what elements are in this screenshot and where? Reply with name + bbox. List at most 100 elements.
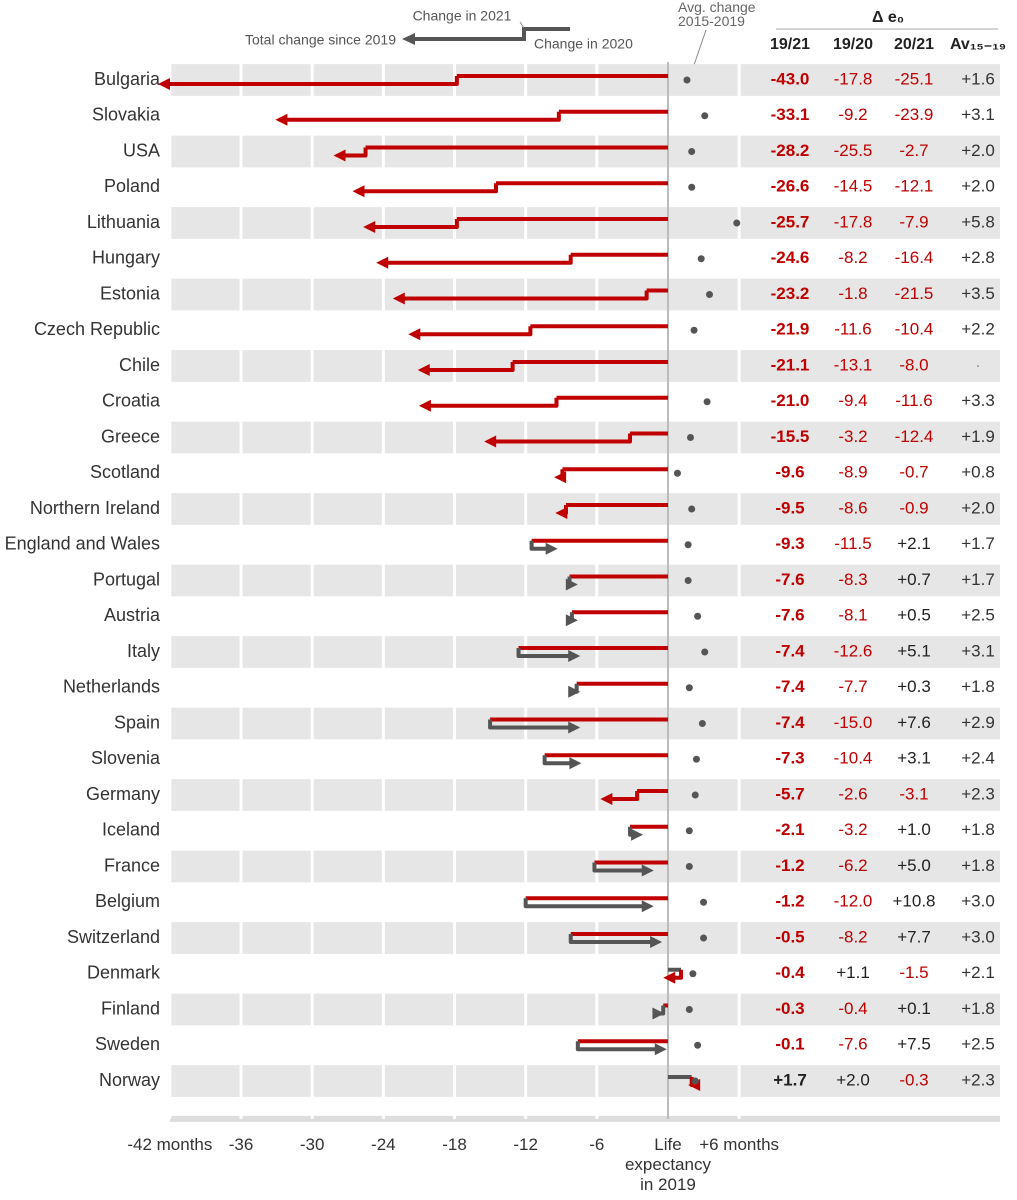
total-arrowhead xyxy=(352,185,365,198)
avg-dot xyxy=(703,398,711,406)
row-band xyxy=(170,64,1000,96)
total-arrowhead xyxy=(565,614,578,627)
table-cell: -2.1 xyxy=(775,820,804,839)
row-label: Sweden xyxy=(95,1034,160,1054)
table-cell: -1.8 xyxy=(838,284,867,303)
table-cell: -7.6 xyxy=(775,606,804,625)
row-band xyxy=(170,779,1000,811)
x-tick-label: Life expectancy in 2019 xyxy=(624,1134,711,1194)
change-2021 xyxy=(283,111,561,122)
table-cell: +2.3 xyxy=(961,1070,995,1089)
avg-dot xyxy=(700,934,708,942)
table-cell: +7.6 xyxy=(897,713,931,732)
row-label: Austria xyxy=(104,605,161,625)
row-band xyxy=(170,421,1000,454)
change-2021 xyxy=(568,934,655,944)
change-2021 xyxy=(425,362,515,372)
table-cell: +2.1 xyxy=(897,534,931,553)
table-cell: +1.9 xyxy=(961,427,995,446)
total-arrowhead xyxy=(569,757,582,770)
table-cell: +3.1 xyxy=(961,105,995,124)
table-cell: -17.8 xyxy=(834,69,873,88)
table-cell: -0.7 xyxy=(899,463,928,482)
table-cell: -12.6 xyxy=(834,641,873,660)
table-cell: +1.8 xyxy=(961,856,995,875)
table-cell: +1.8 xyxy=(961,677,995,696)
column-header: Av₁₅₋₁₉ xyxy=(950,36,1006,53)
table-cell: +2.2 xyxy=(961,320,995,339)
avg-dot xyxy=(685,684,693,692)
table-cell: -8.0 xyxy=(899,355,928,374)
table-cell: -0.9 xyxy=(899,498,928,517)
table-cell: +7.5 xyxy=(897,1035,931,1054)
table-cell: -14.5 xyxy=(834,177,873,196)
total-arrowhead xyxy=(392,292,405,305)
row-label: Belgium xyxy=(95,891,160,911)
avg-dot xyxy=(705,291,713,298)
table-cell: +2.0 xyxy=(961,177,995,196)
row-band xyxy=(170,922,1000,954)
table-cell: -43.0 xyxy=(771,69,810,88)
table-cell: -7.4 xyxy=(775,713,805,732)
table-cell: -13.1 xyxy=(834,355,873,374)
change-2021 xyxy=(166,76,459,86)
avg-dot xyxy=(691,1077,699,1085)
table-cell: +0.5 xyxy=(897,606,931,625)
avg-dot xyxy=(694,612,702,620)
change-2021 xyxy=(516,648,573,658)
change-2021 xyxy=(575,1041,659,1052)
table-cell: -21.5 xyxy=(895,284,934,303)
change-2021 xyxy=(492,433,633,444)
row-label: Bulgaria xyxy=(94,69,161,89)
table-cell: +2.8 xyxy=(961,248,995,267)
row-label: Hungary xyxy=(92,248,160,268)
table-cell: +1.0 xyxy=(897,820,931,839)
total-arrowhead xyxy=(568,685,581,698)
row-band xyxy=(170,636,1000,668)
avg-dot xyxy=(701,112,709,120)
table-cell: -9.3 xyxy=(775,534,804,553)
avg-dot xyxy=(683,76,691,84)
total-arrowhead xyxy=(417,364,430,376)
legend-label: Change in 2021 xyxy=(413,8,512,24)
avg-dot xyxy=(688,148,696,155)
row-band xyxy=(170,850,1000,883)
table-cell: +1.7 xyxy=(961,570,995,589)
table-cell: -8.2 xyxy=(838,927,867,946)
avg-dot xyxy=(690,326,698,334)
table-cell: -25.1 xyxy=(895,69,934,88)
table-cell: -0.4 xyxy=(775,963,805,982)
row-label: Switzerland xyxy=(67,927,160,947)
table-cell: +0.1 xyxy=(897,999,931,1018)
table-cell: -7.9 xyxy=(899,212,928,231)
row-band xyxy=(170,207,1000,239)
table-cell: -11.6 xyxy=(895,391,933,410)
total-arrowhead xyxy=(654,1043,667,1056)
change-2021 xyxy=(608,791,640,801)
table-cell: +3.1 xyxy=(961,641,995,660)
row-label: Poland xyxy=(104,176,160,196)
total-arrowhead xyxy=(641,864,654,877)
total-arrowhead xyxy=(408,328,421,341)
table-cell: +2.0 xyxy=(961,141,995,160)
row-label: Finland xyxy=(101,998,160,1018)
table-cell: +3.0 xyxy=(961,892,995,911)
change-2021 xyxy=(529,540,550,551)
change-2021 xyxy=(523,898,646,909)
table-cell: -9.5 xyxy=(775,498,804,517)
table-cell: -7.3 xyxy=(775,749,804,768)
x-tick-label: -30 xyxy=(299,1134,325,1154)
table-cell: -10.4 xyxy=(834,749,873,768)
row-band xyxy=(170,493,1000,525)
avg-dot xyxy=(698,720,706,727)
row-label: Czech Republic xyxy=(34,319,160,339)
row-label: Norway xyxy=(99,1070,160,1090)
row-label: Northern Ireland xyxy=(30,498,160,518)
table-cell: -0.3 xyxy=(775,999,804,1018)
table-cell: +3.5 xyxy=(961,284,995,303)
table-cell: -8.6 xyxy=(838,498,867,517)
legend-icon xyxy=(402,21,998,69)
avg-dot xyxy=(685,863,693,870)
table-cell: -33.1 xyxy=(771,105,810,124)
table-cell: +0.3 xyxy=(897,677,931,696)
